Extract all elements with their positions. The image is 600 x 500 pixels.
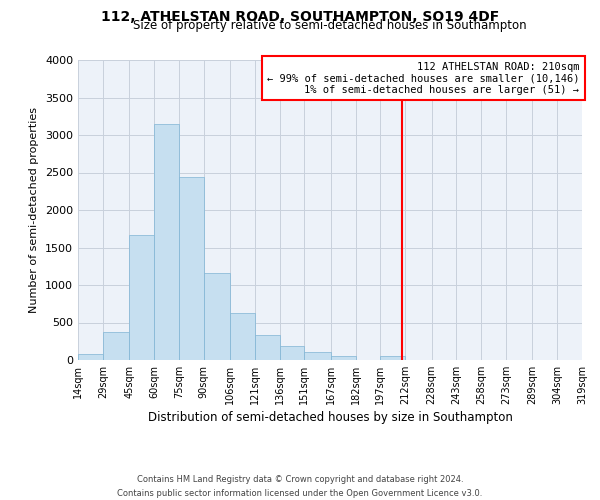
Bar (230, 313, 255, 360)
Bar (304, 352, 331, 360)
Text: Contains HM Land Registry data © Crown copyright and database right 2024.
Contai: Contains HM Land Registry data © Crown c… (118, 476, 482, 498)
Bar (280, 346, 304, 360)
Bar (380, 356, 405, 360)
Bar (78, 354, 103, 360)
X-axis label: Distribution of semi-detached houses by size in Southampton: Distribution of semi-detached houses by … (148, 411, 512, 424)
Bar (103, 332, 129, 360)
Bar (179, 177, 203, 360)
Bar (331, 356, 356, 360)
Title: Size of property relative to semi-detached houses in Southampton: Size of property relative to semi-detach… (133, 20, 527, 32)
Y-axis label: Number of semi-detached properties: Number of semi-detached properties (29, 107, 40, 313)
Bar (255, 335, 280, 360)
Bar (203, 273, 230, 360)
Bar (154, 124, 179, 360)
Text: 112 ATHELSTAN ROAD: 210sqm
← 99% of semi-detached houses are smaller (10,146)
1%: 112 ATHELSTAN ROAD: 210sqm ← 99% of semi… (267, 62, 580, 94)
Bar (129, 235, 154, 360)
Text: 112, ATHELSTAN ROAD, SOUTHAMPTON, SO19 4DF: 112, ATHELSTAN ROAD, SOUTHAMPTON, SO19 4… (101, 10, 499, 24)
